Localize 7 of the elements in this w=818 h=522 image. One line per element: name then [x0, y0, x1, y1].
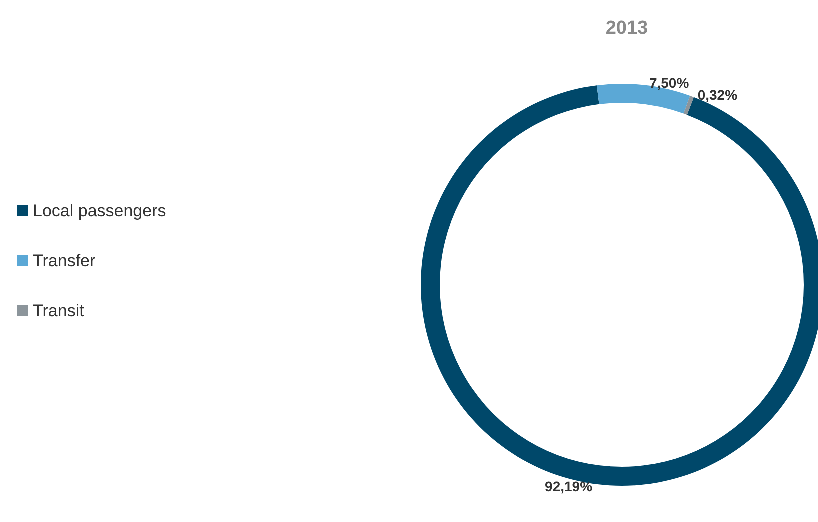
legend-label: Transit [33, 302, 85, 320]
data-label: 0,32% [698, 86, 738, 103]
legend-label: Transfer [33, 252, 96, 270]
chart-title: 2013 [606, 18, 648, 39]
data-label: 92,19% [545, 478, 594, 495]
legend-label: Local passengers [33, 202, 166, 220]
data-label: 7,50% [649, 75, 690, 92]
